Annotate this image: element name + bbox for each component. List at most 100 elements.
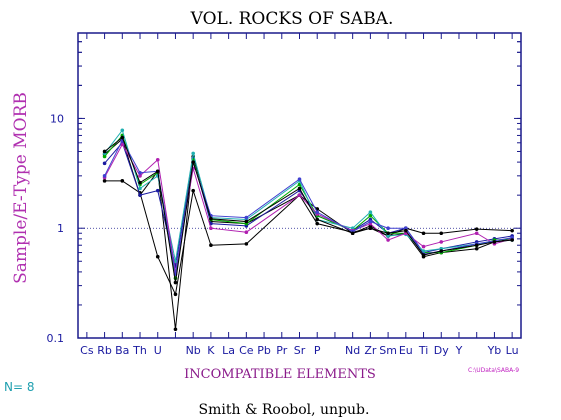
data-point bbox=[404, 228, 408, 233]
data-point bbox=[155, 157, 160, 162]
data-point bbox=[244, 219, 249, 224]
data-point bbox=[244, 215, 249, 220]
data-point bbox=[421, 253, 426, 257]
x-tick-label: Y bbox=[455, 344, 463, 357]
x-tick-label: Pr bbox=[276, 344, 287, 357]
data-point bbox=[173, 327, 178, 332]
y-axis: 0.1 1 10 bbox=[47, 32, 521, 345]
data-point bbox=[191, 151, 195, 156]
data-point bbox=[102, 149, 107, 154]
x-tick-label: Rb bbox=[97, 344, 112, 357]
y-tick-label: 1 bbox=[57, 222, 64, 235]
x-tick-label: Th bbox=[132, 344, 147, 357]
y-tick-label: 0.1 bbox=[47, 332, 65, 345]
data-point bbox=[315, 217, 320, 222]
data-point bbox=[209, 226, 213, 231]
data-point bbox=[439, 240, 444, 244]
data-point bbox=[386, 238, 390, 242]
data-point bbox=[297, 177, 302, 181]
series-line bbox=[104, 180, 513, 296]
series-2 bbox=[102, 137, 514, 332]
data-point bbox=[138, 180, 142, 185]
data-point bbox=[474, 227, 479, 231]
y-tick-label: 10 bbox=[50, 112, 64, 125]
x-tick-label: Zr bbox=[364, 344, 377, 357]
data-point bbox=[209, 243, 213, 248]
data-point bbox=[368, 210, 373, 214]
x-tick-label: Nb bbox=[186, 344, 201, 357]
data-point bbox=[315, 210, 320, 214]
data-point bbox=[474, 243, 479, 248]
data-point bbox=[368, 219, 373, 224]
x-tick-label: Yb bbox=[487, 344, 502, 357]
data-point bbox=[439, 231, 444, 236]
data-point bbox=[510, 228, 514, 233]
data-point bbox=[315, 221, 320, 226]
data-point bbox=[155, 169, 160, 174]
data-point bbox=[421, 231, 426, 236]
x-tick-label: Dy bbox=[434, 344, 449, 357]
series-7 bbox=[102, 138, 514, 277]
data-point bbox=[421, 244, 426, 249]
x-tick-label: Sm bbox=[379, 344, 397, 357]
x-tick-label: Ce bbox=[239, 344, 254, 357]
data-point bbox=[120, 142, 125, 147]
series-layer bbox=[102, 128, 514, 332]
data-point bbox=[386, 231, 390, 236]
series-line bbox=[104, 134, 513, 279]
chart-title: VOL. ROCKS OF SABA. bbox=[190, 9, 394, 29]
data-point bbox=[492, 240, 497, 244]
data-point bbox=[191, 160, 195, 164]
data-point bbox=[102, 154, 107, 159]
file-path-tag: C:\UData\SABA-9 bbox=[468, 367, 519, 374]
data-point bbox=[138, 193, 142, 197]
data-point bbox=[421, 249, 426, 253]
series-line bbox=[104, 139, 513, 275]
data-point bbox=[120, 135, 125, 140]
data-point bbox=[297, 193, 302, 197]
x-tick-label: Ti bbox=[418, 344, 428, 357]
x-tick-label: Pb bbox=[257, 344, 271, 357]
data-point bbox=[155, 254, 160, 259]
data-point bbox=[439, 249, 444, 253]
data-point bbox=[102, 161, 107, 166]
series-line bbox=[104, 129, 513, 262]
x-tick-label: P bbox=[314, 344, 321, 357]
data-point bbox=[386, 226, 390, 231]
data-point bbox=[155, 188, 160, 193]
x-tick-label: K bbox=[207, 344, 215, 357]
data-point bbox=[102, 174, 107, 178]
x-tick-label: La bbox=[222, 344, 235, 357]
x-tick-label: Lu bbox=[506, 344, 519, 357]
data-point bbox=[297, 186, 302, 191]
data-point bbox=[386, 234, 390, 238]
data-point bbox=[173, 280, 178, 285]
data-point bbox=[474, 246, 479, 251]
data-point bbox=[138, 170, 142, 175]
source-credit: Smith & Roobol, unpub. bbox=[199, 402, 370, 418]
x-tick-label: U bbox=[154, 344, 162, 357]
data-point bbox=[350, 231, 355, 236]
x-axis: Cs Rb Ba Th U Nb K La Ce Pb Pr Sr P Nd Zr Sm Eu Ti Dy Y Yb Lu bbox=[80, 33, 519, 357]
data-point bbox=[138, 186, 142, 191]
series-8 bbox=[102, 135, 514, 285]
data-point bbox=[474, 231, 479, 236]
data-point bbox=[209, 216, 213, 221]
y-axis-title: Sample/E-Type MORB bbox=[11, 92, 31, 284]
x-axis-title: INCOMPATIBLE ELEMENTS bbox=[184, 367, 376, 382]
data-point bbox=[173, 259, 178, 264]
x-tick-label: Eu bbox=[399, 344, 413, 357]
data-point bbox=[368, 213, 373, 218]
data-point bbox=[102, 179, 107, 183]
data-point bbox=[173, 292, 178, 297]
series-line bbox=[104, 143, 513, 272]
x-tick-label: Nd bbox=[345, 344, 360, 357]
series-line bbox=[104, 138, 513, 330]
data-point bbox=[510, 238, 514, 242]
data-point bbox=[368, 226, 373, 231]
data-point bbox=[120, 128, 125, 133]
x-tick-label: Ba bbox=[115, 344, 129, 357]
data-point bbox=[244, 242, 249, 246]
data-point bbox=[244, 230, 249, 234]
